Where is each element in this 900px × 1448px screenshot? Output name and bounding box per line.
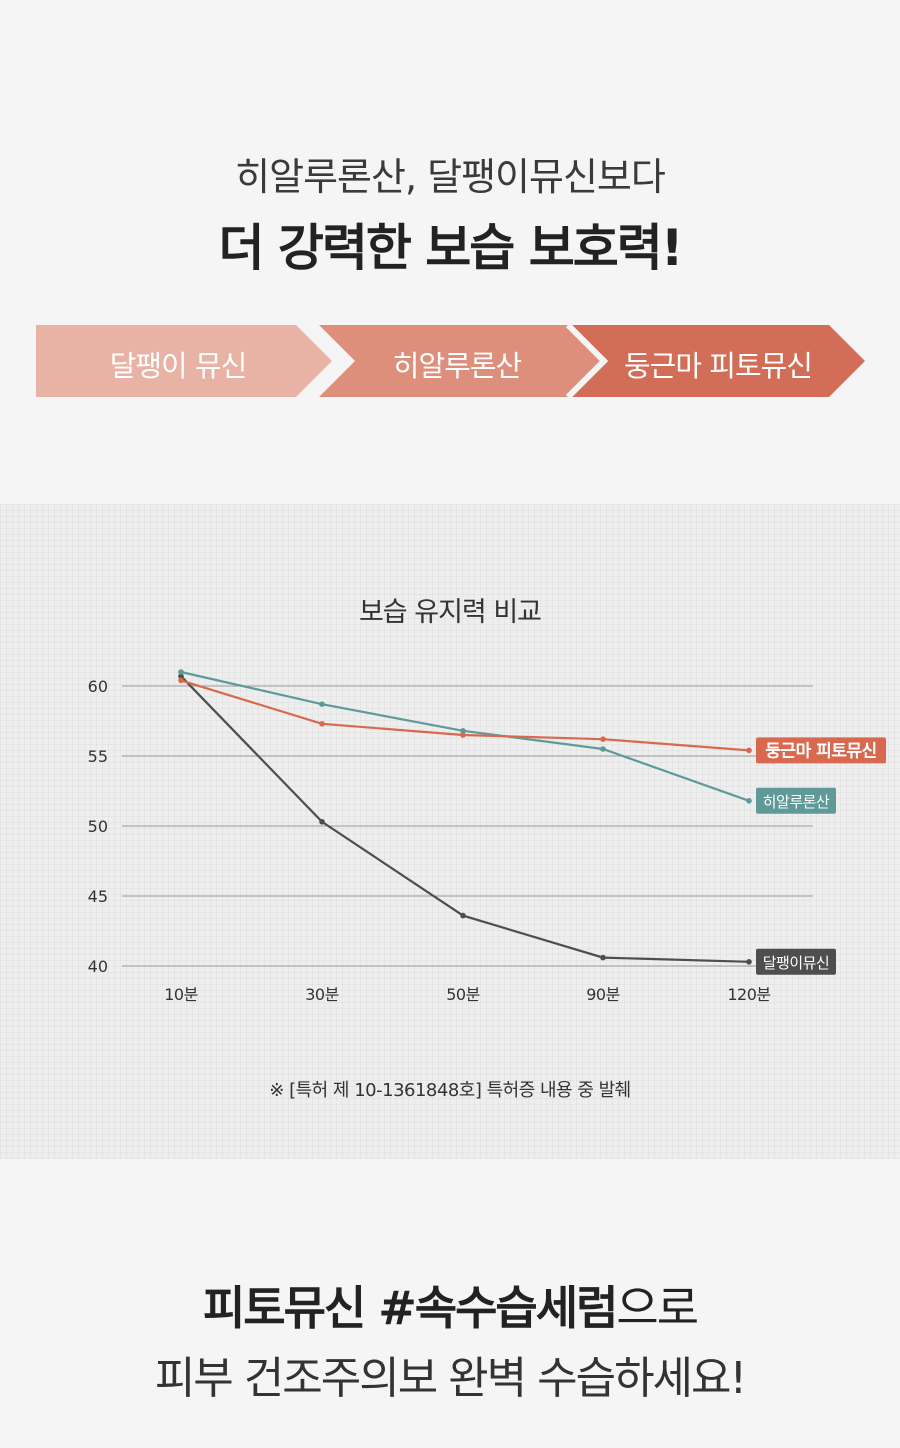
data-point	[460, 912, 466, 919]
chart-footnote: ※ [특허 제 10-1361848호] 특허증 내용 중 발췌	[269, 1080, 631, 1101]
data-point	[178, 669, 184, 675]
data-point	[178, 677, 184, 684]
data-point	[600, 736, 606, 742]
series-label: 둥근마 피토뮤신	[765, 741, 876, 761]
y-tick-label: 60	[88, 677, 108, 696]
data-point	[460, 728, 466, 734]
x-tick-label: 120분	[727, 985, 770, 1004]
progression-arrows	[36, 322, 865, 400]
closing-line-2: 피부 건조주의보 완벽 수습하세요!	[154, 1353, 747, 1404]
data-point	[319, 701, 325, 707]
data-point	[600, 746, 606, 752]
closing-suffix: 으로	[616, 1281, 699, 1335]
step-2-arrow	[319, 325, 605, 397]
closing-line-1: 피토뮤신 #속수습세럼으로	[0, 1272, 900, 1338]
series-label-badge	[756, 787, 836, 814]
x-tick-label: 10분	[164, 985, 198, 1004]
hero-subtitle: 히알루론산, 달팽이뮤신보다	[235, 155, 666, 199]
hero-headline: 더 강력한 보습 보호력!	[218, 219, 683, 277]
data-point	[319, 721, 325, 727]
step-3-label: 둥근마 피토뮤신	[624, 349, 813, 383]
x-tick-label: 50분	[446, 985, 480, 1004]
data-point	[746, 959, 752, 965]
step-2-label: 히알루론산	[392, 349, 522, 383]
series-label-badge	[756, 737, 886, 764]
chart-title: 보습 유지력 비교	[358, 597, 542, 628]
series-label: 달팽이뮤신	[763, 954, 830, 972]
step-1-arrow	[36, 325, 332, 397]
x-tick-label: 30분	[305, 985, 339, 1004]
moisture-retention-chart: 60 55 50 45 40 10분 30분 50분 90분 120분 둥근마 피토뮤신히알루론산달…	[88, 669, 886, 1004]
step-divider-1	[299, 322, 343, 400]
data-point	[178, 673, 184, 679]
data-point	[600, 954, 606, 961]
step-3-arrow	[569, 325, 865, 397]
series-label: 히알루론산	[763, 793, 830, 811]
y-tick-label: 50	[88, 817, 108, 836]
series-line	[180, 675, 750, 963]
y-tick-label: 45	[88, 887, 108, 906]
data-point	[460, 732, 466, 738]
ingredient-progression: 달팽이 뮤신 히알루론산 둥근마 피토뮤신	[36, 322, 866, 400]
step-divider-2	[565, 322, 609, 400]
data-point	[319, 819, 325, 825]
y-tick-label: 55	[88, 747, 108, 766]
data-point	[746, 798, 752, 804]
series-label-badge	[756, 948, 836, 975]
data-point	[746, 747, 752, 754]
closing-highlight: 피토뮤신 #속수습세럼	[202, 1281, 618, 1335]
closing-section	[0, 1159, 900, 1448]
step-1-label: 달팽이 뮤신	[109, 349, 248, 383]
x-tick-label: 90분	[586, 985, 620, 1004]
chart-panel	[0, 504, 900, 1159]
y-tick-label: 40	[88, 957, 108, 976]
hero-section: 히알루론산, 달팽이뮤신보다 더 강력한 보습 보호력! 달팽이 뮤신 히알루론…	[0, 0, 900, 504]
